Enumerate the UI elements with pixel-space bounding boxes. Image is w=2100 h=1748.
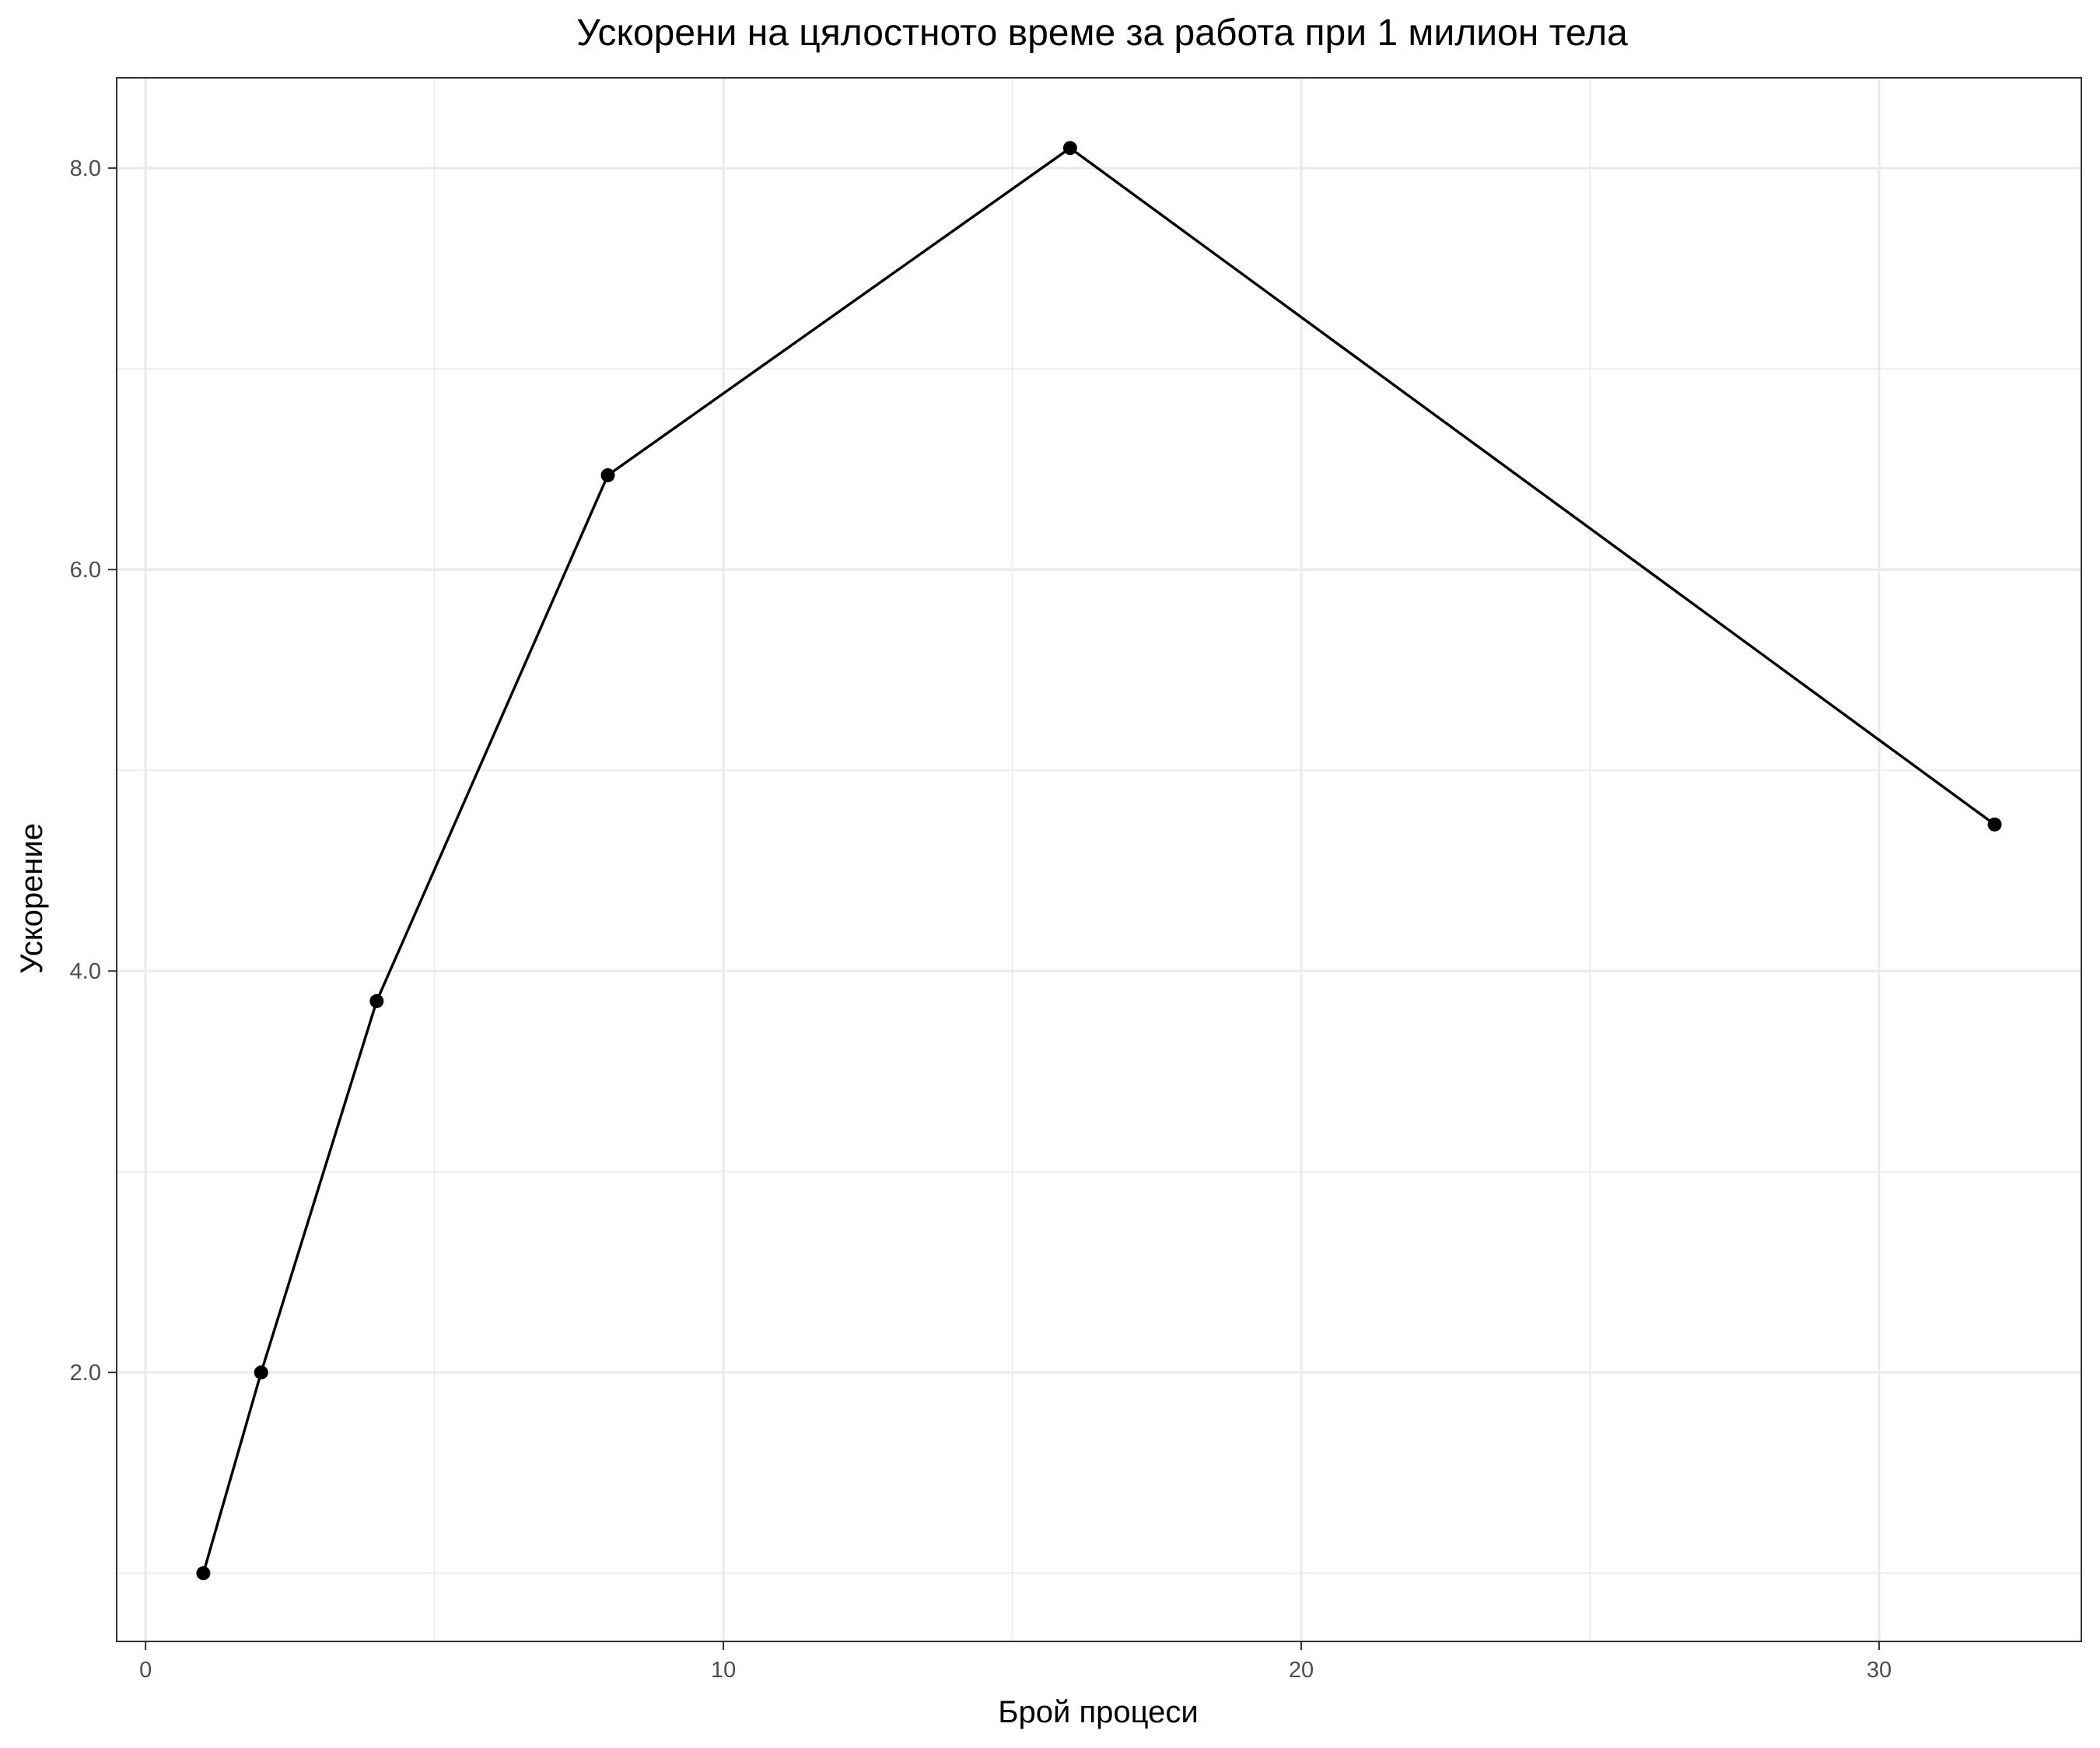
data-series: [196, 141, 2002, 1581]
x-tick-label: 0: [139, 1658, 152, 1683]
x-axis-title: Брой процеси: [998, 1695, 1198, 1729]
axis-ticks: [108, 167, 1880, 1650]
data-points: [196, 141, 2002, 1581]
data-point: [254, 1365, 268, 1380]
x-tick-label: 10: [711, 1658, 736, 1683]
data-point: [1987, 817, 2002, 832]
y-tick-label: 6.0: [70, 558, 101, 583]
chart-title: Ускорени на цялостното време за работа п…: [576, 12, 1628, 54]
x-tick-label: 30: [1867, 1658, 1892, 1683]
panel-border: [116, 77, 2082, 1642]
x-tick-label: 20: [1289, 1658, 1314, 1683]
data-point: [1062, 141, 1077, 156]
grid-lines: [117, 78, 2081, 1641]
y-tick-label: 2.0: [70, 1361, 101, 1385]
axis-tick-labels: 0 10 20 30 2.0 4.0 6.0 8.0: [70, 156, 1892, 1683]
data-point: [369, 993, 384, 1008]
y-axis-title: Ускорение: [15, 823, 49, 974]
y-tick-label: 4.0: [70, 959, 101, 984]
data-point: [600, 468, 615, 482]
series-line: [201, 146, 1996, 1574]
y-tick-label: 8.0: [70, 156, 101, 181]
data-point: [196, 1566, 211, 1581]
